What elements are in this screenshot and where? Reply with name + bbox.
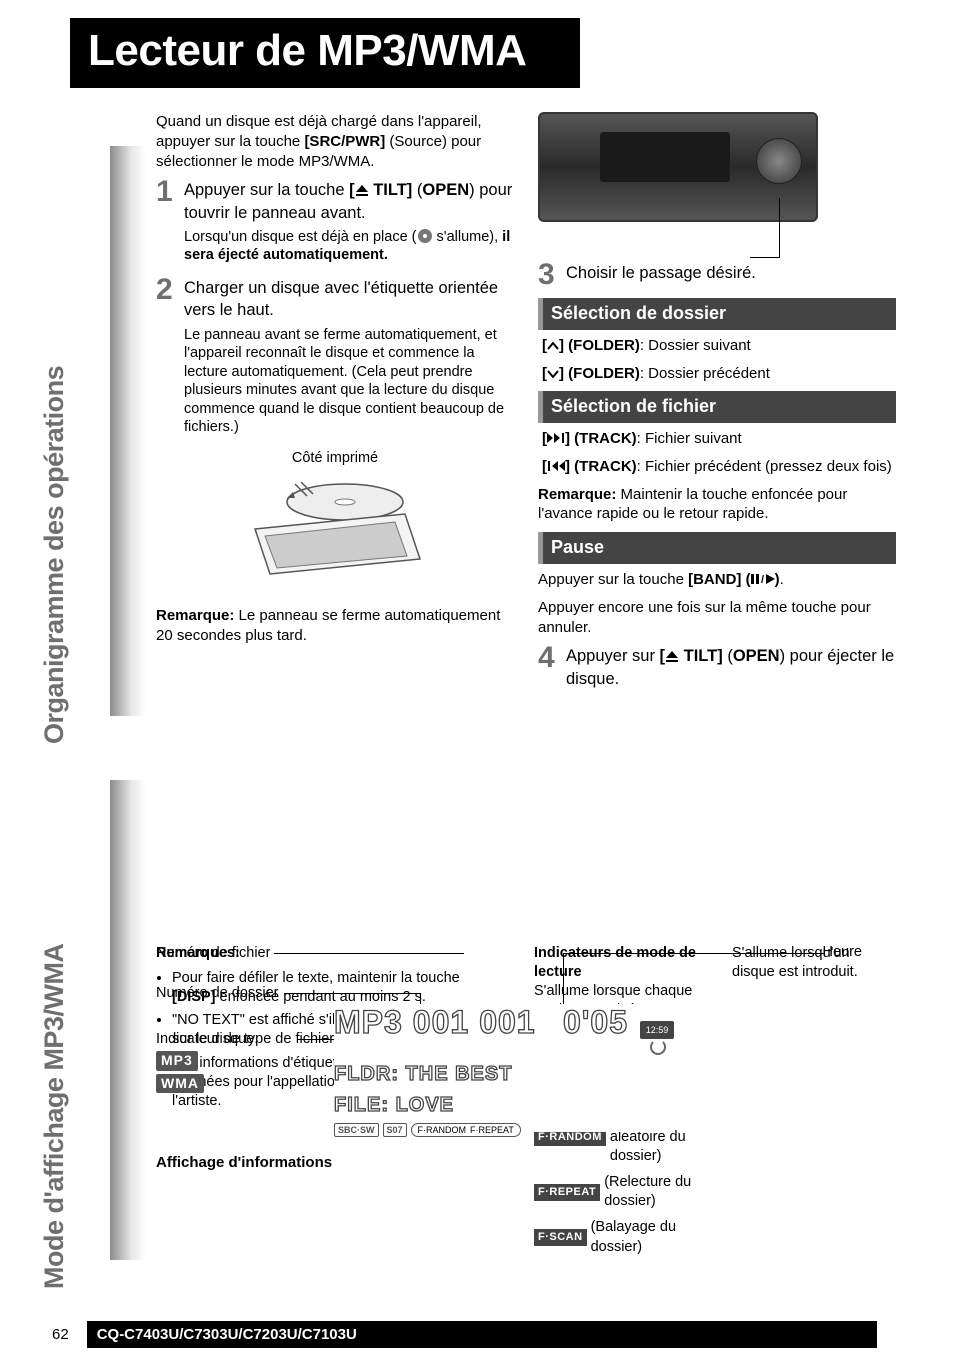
- display-mode-section: Numéro de fichier Numéro de dossier Indi…: [156, 944, 896, 1264]
- right-column: 3 Choisir le passage désiré. Sélection d…: [538, 112, 896, 694]
- mode-label: (Relecture du dossier): [604, 1173, 704, 1211]
- eject-icon: [355, 184, 369, 196]
- disc-spinning-icon: [650, 1039, 666, 1055]
- step-3: 3 Choisir le passage désiré.: [538, 262, 896, 290]
- file-selection-header: Sélection de fichier: [538, 391, 896, 423]
- mode-indicator-row: F·SCAN (Balayage du dossier): [534, 1218, 704, 1256]
- sidebar-label-operations: Organigramme des opérations: [39, 366, 70, 744]
- scr-file-name: FILE: LOVE: [334, 1094, 674, 1117]
- scr-status-row: SBC·SW S07 F·RANDOM F·REPEAT: [334, 1123, 674, 1137]
- scr-folder-name: FLDR: THE BEST: [334, 1063, 674, 1086]
- step-number: 2: [156, 275, 176, 305]
- scr-mp3: MP3: [334, 1004, 403, 1041]
- next-track-icon: [547, 433, 565, 443]
- step-2: 2 Charger un disque avec l'étiquette ori…: [156, 277, 514, 322]
- step-number: 1: [156, 177, 176, 207]
- track-next: [] (TRACK): Fichier suivant: [542, 429, 896, 449]
- step2-remark: Remarque: Le panneau se ferme automatiqu…: [156, 606, 514, 646]
- step-1: 1 Appuyer sur la touche [ TILT] (OPEN) p…: [156, 179, 514, 224]
- sidebar-label-display: Mode d'affichage MP3/WMA: [39, 944, 70, 1289]
- hold-remark: Remarque: Maintenir la touche enfoncée p…: [538, 485, 896, 525]
- model-bar: CQ-C7403U/C7303U/C7203U/C7103U: [87, 1321, 877, 1348]
- label-time: Heure: [823, 944, 863, 960]
- mode-badge: F·SCAN: [534, 1229, 587, 1246]
- label-file-type: Indicateur de type de fichier MP3 WMA: [156, 1030, 334, 1093]
- info-display-caption: Affichage d'informations: [156, 1154, 332, 1171]
- track-prev: [] (TRACK): Fichier précédent (pressez d…: [542, 457, 896, 477]
- head-unit-illustration: [538, 112, 818, 222]
- scr-elapsed: 0'05: [563, 1004, 628, 1041]
- mode-indicator-row: F·REPEAT (Relecture du dossier): [534, 1173, 704, 1211]
- page-number: 62: [52, 1326, 69, 1343]
- operations-section: Quand un disque est déjà chargé dans l'a…: [156, 112, 896, 694]
- label-folder-number: Numéro de dossier: [156, 984, 334, 1002]
- step-4: 4 Appuyer sur [ TILT] (OPEN) pour éjecte…: [538, 645, 896, 690]
- svg-text:/: /: [761, 574, 764, 584]
- left-column: Quand un disque est déjà chargé dans l'a…: [156, 112, 514, 694]
- prev-track-icon: [547, 461, 565, 471]
- lcd-display: MP3 001 001 0'05 12:59 FLDR: THE BEST FI…: [334, 1004, 674, 1132]
- sidebar-gradient-2: [110, 780, 146, 1260]
- page-title: Lecteur de MP3/WMA: [88, 26, 562, 76]
- page-footer: 62 CQ-C7403U/C7303U/C7203U/C7103U: [52, 1321, 877, 1348]
- label-file-number: Numéro de fichier: [156, 944, 334, 962]
- wma-badge: WMA: [156, 1074, 204, 1094]
- step-number: 4: [538, 643, 558, 673]
- mode-badge: F·REPEAT: [534, 1184, 600, 1201]
- scr-clock: 12:59: [640, 1021, 674, 1039]
- display-labels: Numéro de fichier Numéro de dossier Indi…: [156, 944, 334, 1115]
- disc-icon: [417, 228, 433, 244]
- pause-play-icon: /: [751, 574, 775, 584]
- scr-folder-num: 001: [413, 1004, 469, 1041]
- eject-icon: [665, 650, 679, 662]
- intro-paragraph: Quand un disque est déjà chargé dans l'a…: [156, 112, 514, 171]
- pause-line1: Appuyer sur la touche [BAND] (/).: [538, 570, 896, 590]
- disc-inserted-column: S'allume lorsqu'un disque est introduit.: [732, 944, 896, 1264]
- pause-line2: Appuyer encore une fois sur la même touc…: [538, 598, 896, 638]
- mp3-badge: MP3: [156, 1051, 198, 1071]
- cd-insert-illustration: [235, 474, 435, 594]
- step-number: 3: [538, 260, 558, 290]
- step2-note: Le panneau avant se ferme automatiquemen…: [184, 326, 514, 437]
- pause-header: Pause: [538, 532, 896, 564]
- mode-label: (Balayage du dossier): [591, 1218, 704, 1256]
- chevron-down-icon: [547, 369, 559, 379]
- folder-next: [] (FOLDER): Dossier suivant: [542, 336, 896, 356]
- folder-prev: [] (FOLDER): Dossier précédent: [542, 364, 896, 384]
- chevron-up-icon: [547, 341, 559, 351]
- page-title-bar: Lecteur de MP3/WMA: [70, 18, 580, 88]
- printed-side-caption: Côté imprimé: [156, 449, 514, 468]
- scr-file-num: 001: [479, 1004, 535, 1041]
- step1-note: Lorsqu'un disque est déjà en place ( s'a…: [184, 228, 514, 265]
- folder-selection-header: Sélection de dossier: [538, 298, 896, 330]
- sidebar-gradient-1: [110, 146, 146, 716]
